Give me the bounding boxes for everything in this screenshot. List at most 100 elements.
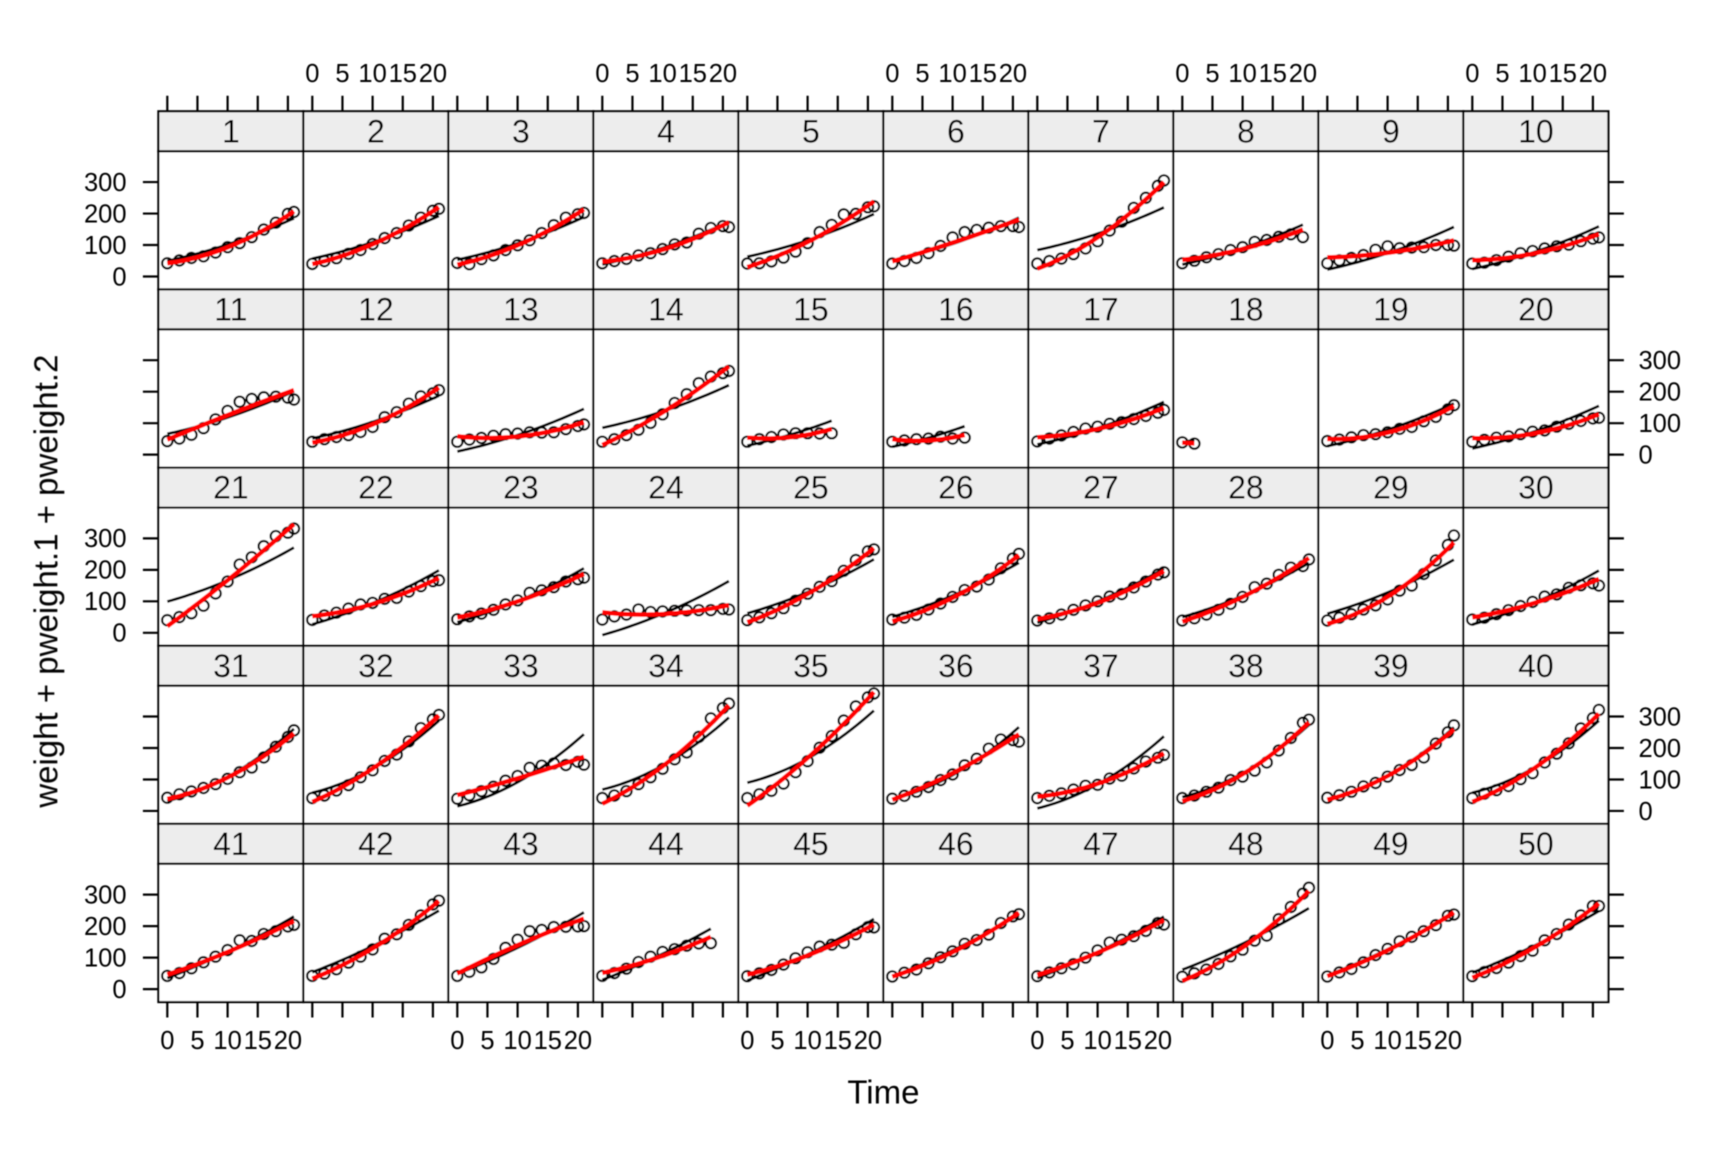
svg-text:27: 27 — [1083, 470, 1119, 506]
svg-text:0: 0 — [1465, 60, 1479, 88]
svg-text:10: 10 — [358, 60, 386, 88]
svg-text:5: 5 — [1205, 60, 1219, 88]
svg-text:20: 20 — [1434, 1027, 1462, 1055]
svg-text:3: 3 — [512, 113, 530, 149]
svg-text:16: 16 — [938, 291, 974, 327]
svg-text:100: 100 — [84, 944, 127, 972]
svg-text:5: 5 — [1060, 1027, 1074, 1055]
svg-text:6: 6 — [947, 113, 965, 149]
svg-text:20: 20 — [1289, 60, 1317, 88]
svg-text:40: 40 — [1518, 648, 1554, 684]
svg-text:35: 35 — [793, 648, 829, 684]
svg-text:weight + pweight.1 + pweight.2: weight + pweight.1 + pweight.2 — [28, 355, 65, 809]
svg-text:15: 15 — [244, 1027, 272, 1055]
svg-text:100: 100 — [1639, 410, 1682, 438]
svg-text:10: 10 — [793, 1027, 821, 1055]
svg-text:200: 200 — [1639, 735, 1682, 763]
svg-text:0: 0 — [1639, 441, 1653, 469]
svg-text:13: 13 — [503, 291, 539, 327]
svg-text:5: 5 — [770, 1027, 784, 1055]
svg-text:26: 26 — [938, 470, 974, 506]
svg-text:10: 10 — [1083, 1027, 1111, 1055]
svg-text:41: 41 — [213, 826, 249, 862]
svg-text:0: 0 — [450, 1027, 464, 1055]
svg-text:49: 49 — [1373, 826, 1409, 862]
svg-text:11: 11 — [214, 291, 247, 327]
svg-text:300: 300 — [84, 169, 127, 197]
svg-text:39: 39 — [1373, 648, 1409, 684]
svg-text:19: 19 — [1373, 291, 1409, 327]
svg-text:5: 5 — [480, 1027, 494, 1055]
svg-text:100: 100 — [84, 232, 127, 260]
svg-text:10: 10 — [213, 1027, 241, 1055]
svg-text:0: 0 — [112, 620, 126, 648]
svg-text:0: 0 — [885, 60, 899, 88]
svg-text:20: 20 — [419, 60, 447, 88]
svg-text:45: 45 — [793, 826, 829, 862]
svg-text:36: 36 — [938, 648, 974, 684]
svg-text:44: 44 — [648, 826, 684, 862]
svg-text:5: 5 — [802, 113, 820, 149]
svg-text:20: 20 — [999, 60, 1027, 88]
svg-text:5: 5 — [1350, 1027, 1364, 1055]
svg-text:24: 24 — [648, 470, 684, 506]
svg-text:20: 20 — [1144, 1027, 1172, 1055]
svg-text:5: 5 — [625, 60, 639, 88]
svg-text:9: 9 — [1382, 113, 1400, 149]
svg-text:0: 0 — [595, 60, 609, 88]
svg-text:0: 0 — [1030, 1027, 1044, 1055]
svg-text:5: 5 — [1495, 60, 1509, 88]
svg-text:Time: Time — [847, 1074, 919, 1111]
svg-text:10: 10 — [1518, 60, 1546, 88]
svg-text:0: 0 — [1175, 60, 1189, 88]
svg-text:15: 15 — [1259, 60, 1287, 88]
svg-text:2: 2 — [367, 113, 385, 149]
svg-text:0: 0 — [112, 976, 126, 1004]
svg-text:33: 33 — [503, 648, 539, 684]
svg-text:17: 17 — [1083, 291, 1119, 327]
svg-text:0: 0 — [1639, 798, 1653, 826]
svg-text:48: 48 — [1228, 826, 1264, 862]
svg-text:29: 29 — [1373, 470, 1409, 506]
svg-text:25: 25 — [793, 470, 829, 506]
svg-text:47: 47 — [1083, 826, 1119, 862]
svg-text:300: 300 — [1639, 347, 1682, 375]
svg-text:22: 22 — [358, 470, 394, 506]
svg-text:32: 32 — [358, 648, 394, 684]
svg-text:12: 12 — [358, 291, 394, 327]
svg-text:37: 37 — [1083, 648, 1119, 684]
svg-text:20: 20 — [564, 1027, 592, 1055]
svg-text:5: 5 — [335, 60, 349, 88]
svg-text:20: 20 — [1579, 60, 1607, 88]
svg-text:0: 0 — [112, 263, 126, 291]
svg-text:38: 38 — [1228, 648, 1264, 684]
svg-text:4: 4 — [657, 113, 675, 149]
svg-text:10: 10 — [503, 1027, 531, 1055]
svg-text:200: 200 — [84, 557, 127, 585]
svg-text:300: 300 — [84, 525, 127, 553]
svg-text:1: 1 — [222, 113, 240, 149]
svg-text:5: 5 — [915, 60, 929, 88]
svg-text:34: 34 — [648, 648, 684, 684]
svg-text:20: 20 — [854, 1027, 882, 1055]
svg-text:200: 200 — [1639, 378, 1682, 406]
svg-text:10: 10 — [648, 60, 676, 88]
svg-text:42: 42 — [358, 826, 394, 862]
svg-text:15: 15 — [969, 60, 997, 88]
svg-text:20: 20 — [709, 60, 737, 88]
svg-text:300: 300 — [84, 881, 127, 909]
svg-text:14: 14 — [648, 291, 684, 327]
svg-text:100: 100 — [84, 588, 127, 616]
svg-text:0: 0 — [1320, 1027, 1334, 1055]
svg-text:15: 15 — [1549, 60, 1577, 88]
svg-text:10: 10 — [938, 60, 966, 88]
svg-text:200: 200 — [84, 913, 127, 941]
svg-text:15: 15 — [534, 1027, 562, 1055]
svg-text:20: 20 — [274, 1027, 302, 1055]
svg-text:15: 15 — [389, 60, 417, 88]
svg-text:31: 31 — [213, 648, 249, 684]
svg-text:10: 10 — [1518, 113, 1554, 149]
svg-text:15: 15 — [793, 291, 829, 327]
svg-text:18: 18 — [1228, 291, 1264, 327]
svg-text:15: 15 — [1404, 1027, 1432, 1055]
